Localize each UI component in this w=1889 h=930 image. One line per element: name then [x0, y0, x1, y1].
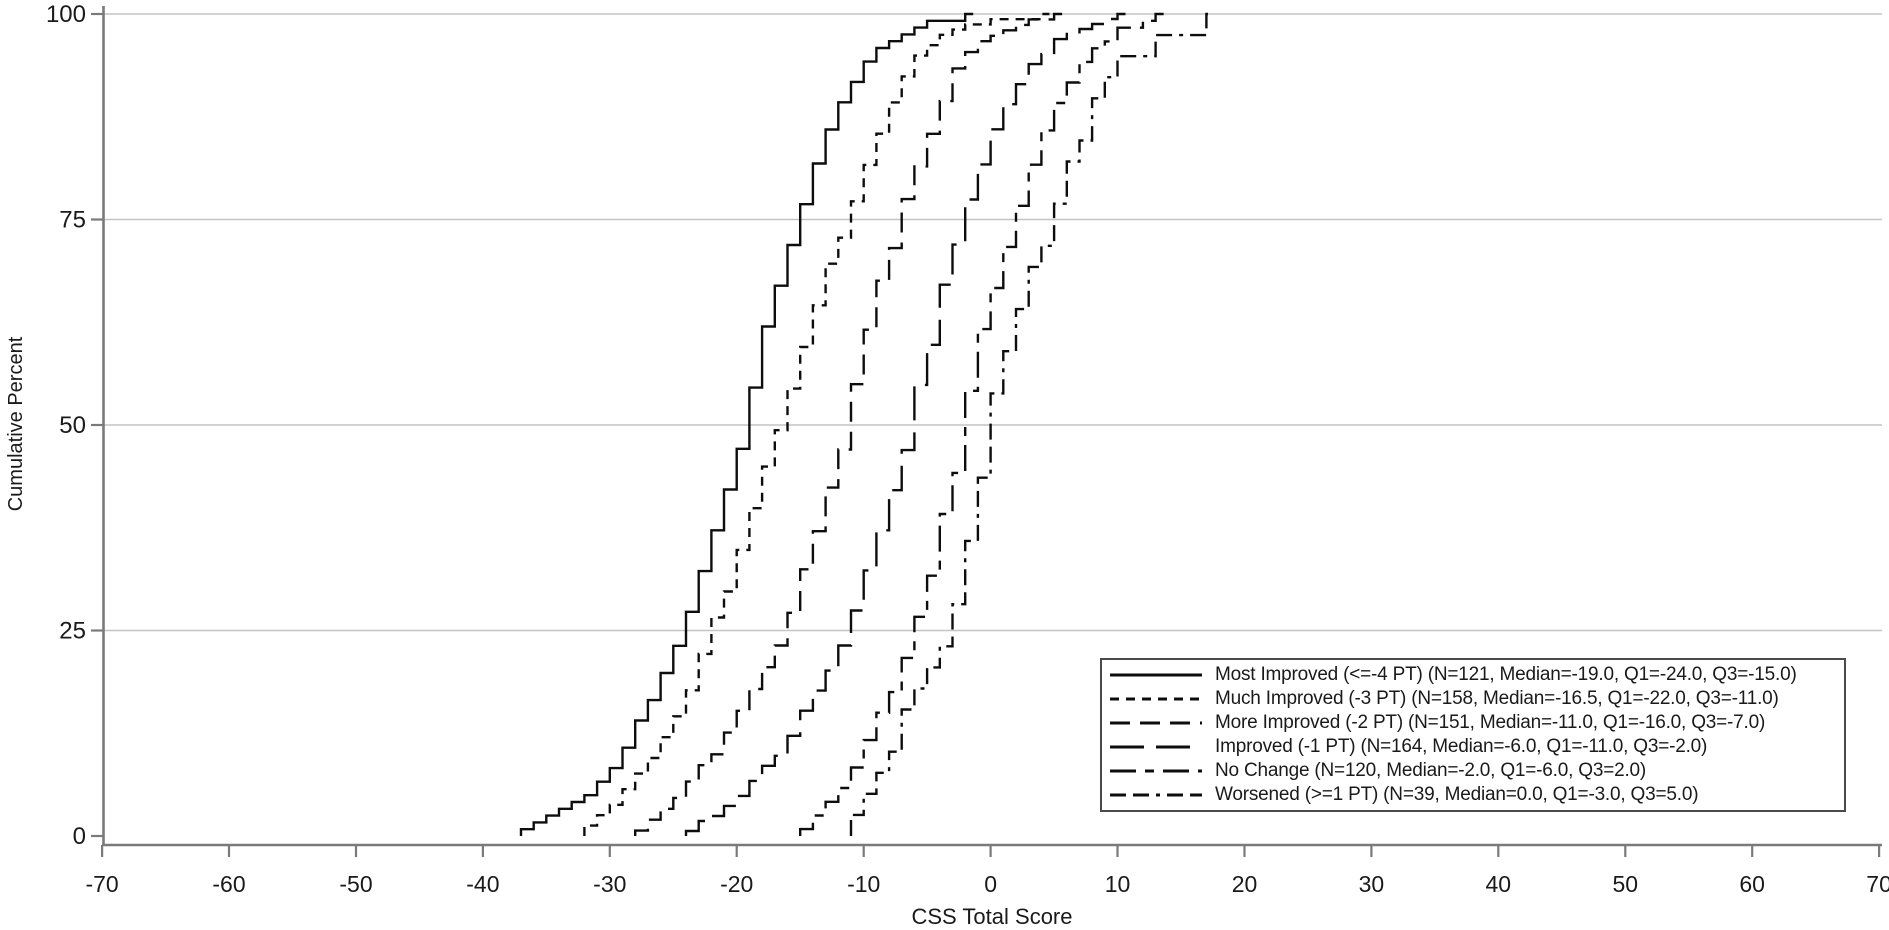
- x-tick-label: -70: [85, 871, 118, 897]
- x-tick-label: 30: [1359, 871, 1385, 897]
- x-tick-label: 40: [1486, 871, 1512, 897]
- legend-line-sample-medium-dash: [1110, 721, 1202, 725]
- x-tick-label: -50: [339, 871, 372, 897]
- ecdf-curve-4: [684, 12, 1126, 836]
- axes: [91, 6, 1882, 857]
- x-tick-label: 20: [1232, 871, 1258, 897]
- x-tick-label: 50: [1613, 871, 1639, 897]
- legend-line-sample-long-dash: [1110, 745, 1202, 749]
- legend-entry: No Change (N=120, Median=-2.0, Q1=-6.0, …: [1110, 759, 1840, 783]
- x-tick-label: 0: [984, 871, 997, 897]
- x-tick-label: -30: [593, 871, 626, 897]
- legend-entry: Worsened (>=1 PT) (N=39, Median=0.0, Q1=…: [1110, 783, 1840, 807]
- x-tick-label: -60: [212, 871, 245, 897]
- x-tick-label: 10: [1105, 871, 1131, 897]
- legend-label: Improved (-1 PT) (N=164, Median=-6.0, Q1…: [1215, 736, 1708, 757]
- legend-entry: Improved (-1 PT) (N=164, Median=-6.0, Q1…: [1110, 735, 1840, 759]
- legend-entry: More Improved (-2 PT) (N=151, Median=-11…: [1110, 711, 1840, 735]
- x-axis-title: CSS Total Score: [911, 904, 1072, 929]
- legend-line-sample-dash-dash-dot: [1110, 793, 1202, 797]
- ecdf-curve-6: [849, 12, 1215, 836]
- legend-label: No Change (N=120, Median=-2.0, Q1=-6.0, …: [1215, 760, 1647, 781]
- legend-line-sample-dash-dot: [1110, 769, 1202, 773]
- gridlines: [102, 13, 1882, 632]
- ecdf-curve-1: [519, 12, 974, 836]
- legend-line-sample-solid: [1110, 673, 1202, 677]
- legend-label: Most Improved (<=-4 PT) (N=121, Median=-…: [1215, 664, 1797, 685]
- legend-label: Much Improved (-3 PT) (N=158, Median=-16…: [1215, 688, 1779, 709]
- x-tick-label: -20: [720, 871, 753, 897]
- y-tick-label: 75: [59, 207, 86, 234]
- legend-label: Worsened (>=1 PT) (N=39, Median=0.0, Q1=…: [1215, 784, 1699, 805]
- legend-entry: Much Improved (-3 PT) (N=158, Median=-16…: [1110, 687, 1840, 711]
- x-tick-label: 70: [1866, 871, 1889, 897]
- y-axis-title: Cumulative Percent: [5, 336, 27, 511]
- x-tick-label: 60: [1739, 871, 1765, 897]
- legend-entry: Most Improved (<=-4 PT) (N=121, Median=-…: [1110, 663, 1840, 687]
- ecdf-curves: [519, 12, 1215, 836]
- legend-label: More Improved (-2 PT) (N=151, Median=-11…: [1215, 712, 1766, 733]
- y-tick-label: 0: [73, 823, 86, 850]
- x-tick-label: -10: [847, 871, 880, 897]
- ecdf-curve-3: [634, 12, 1063, 836]
- legend-line-sample-short-dash: [1110, 697, 1202, 701]
- tick-labels: -70 -60 -50 -40 -30 -20 -10 0 10 20 30 40 50 60 70 0 25 5…: [46, 1, 1889, 897]
- x-tick-label: -40: [466, 871, 499, 897]
- y-tick-label: 25: [59, 618, 86, 645]
- y-tick-label: 50: [59, 412, 86, 439]
- legend-box: Most Improved (<=-4 PT) (N=121, Median=-…: [1100, 658, 1846, 812]
- y-tick-label: 100: [46, 1, 86, 28]
- ecdf-curve-5: [799, 12, 1164, 836]
